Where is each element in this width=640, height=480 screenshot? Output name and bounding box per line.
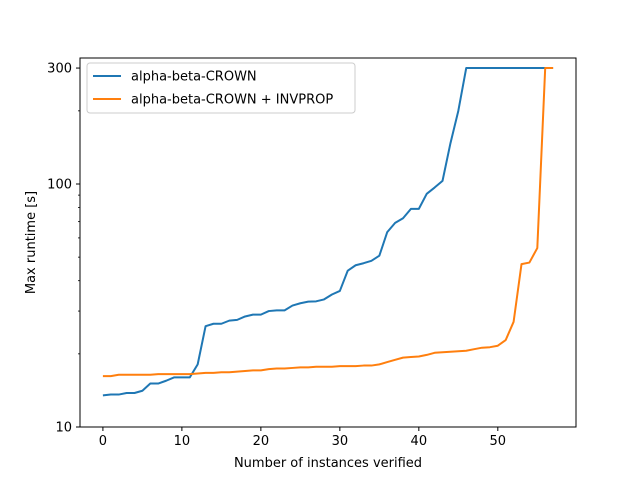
x-tick-label: 40 <box>411 434 428 449</box>
y-tick-label: 100 <box>47 177 72 192</box>
x-axis: 0 10 20 30 40 50 <box>99 427 506 449</box>
y-tick-label: 10 <box>55 421 72 436</box>
legend-label-alpha-beta-crown-invprop: alpha-beta-CROWN + INVPROP <box>131 93 333 108</box>
legend: alpha-beta-CROWN alpha-beta-CROWN + INVP… <box>86 62 356 114</box>
y-axis: 10 100 300 <box>47 62 80 436</box>
y-tick-label: 300 <box>47 62 72 77</box>
series-line-alpha-beta-crown <box>102 67 554 397</box>
series-layer <box>102 67 554 397</box>
x-tick-label: 0 <box>99 434 107 449</box>
x-axis-label: Number of instances verified <box>234 456 422 471</box>
x-tick-label: 50 <box>490 434 507 449</box>
legend-label-alpha-beta-crown: alpha-beta-CROWN <box>131 70 257 85</box>
series-line-alpha-beta-crown-invprop <box>102 67 554 378</box>
x-tick-label: 20 <box>253 434 270 449</box>
legend-box <box>86 62 356 114</box>
x-tick-label: 30 <box>332 434 349 449</box>
y-axis-label: Max runtime [s] <box>24 191 39 294</box>
x-tick-label: 10 <box>174 434 191 449</box>
plot-frame <box>79 57 577 428</box>
